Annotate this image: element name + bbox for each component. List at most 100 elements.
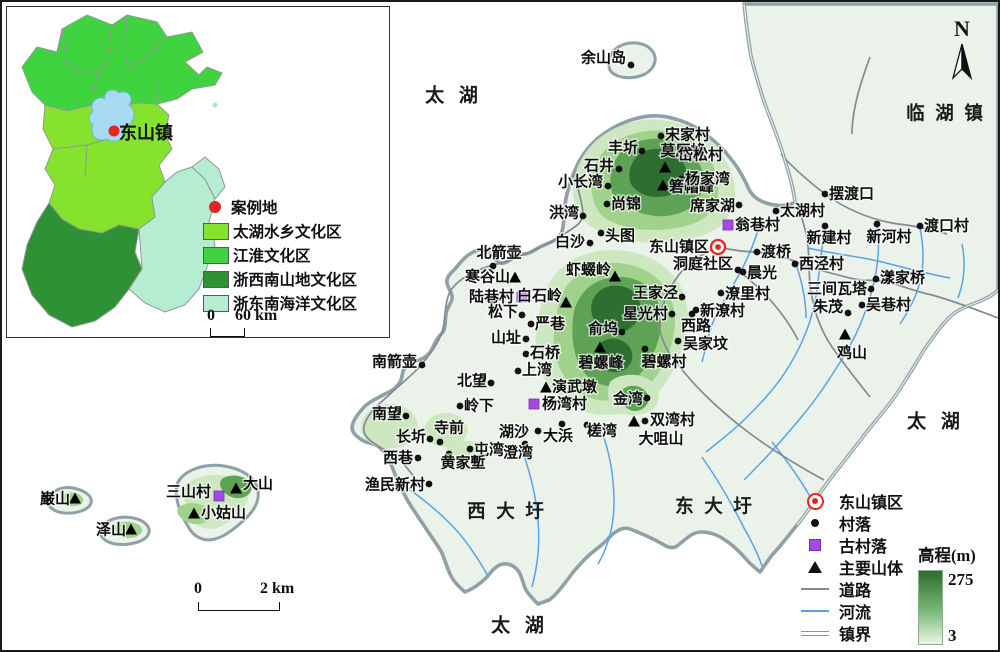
village-dot [678,293,686,301]
village-dot [436,438,444,446]
place-label: 北箭壶 [476,243,521,261]
place-label: 陆巷村 [469,287,514,305]
region-label: 太湖水乡文化区 [233,224,342,241]
village-dot [521,440,529,448]
place-label: 丰圻 [608,138,638,156]
mountain-triangle [594,341,606,353]
village-dot [466,445,474,453]
place-label: 松下 [488,302,518,320]
place-label: 大山 [243,474,273,492]
place-label: 金湾 [612,389,643,407]
legend-row-village: 村落 [800,512,930,534]
village-dot [489,262,497,270]
place-label: 新建村 [806,228,851,246]
region-label: 浙西南山地文化区 [233,272,358,289]
road-line-icon [801,588,829,590]
mountain-triangle [509,271,521,283]
place-label: 星光村 [623,304,668,322]
place-label: 严巷 [534,314,566,332]
place-label: 头图 [605,227,635,244]
inset-legend-row: 浙西南山地文化区 [203,267,389,291]
island-yushan [607,41,657,80]
inset-legend-case-row: 案例地 [203,195,389,219]
region-label: 浙东南海洋文化区 [233,296,358,313]
elevation-ramp [918,570,943,645]
place-label: 箬帽峰 [669,177,715,195]
region-swatch-icon [203,270,229,288]
legend-row-river: 河流 [800,600,930,622]
water-label: 太 湖 [425,83,483,106]
mountain-triangle [69,492,81,504]
case-site-icon [209,201,221,213]
inset-legend-row: 太湖水乡文化区 [203,219,389,243]
legend-row-road: 道路 [800,578,930,600]
scale-zero: 0 [194,580,202,597]
place-label: 翁巷村 [735,215,780,233]
village-dot [677,175,685,183]
place-label: 摆渡口 [829,184,874,202]
inset-scale-zero: 0 [207,307,215,324]
village-dot [821,190,829,198]
case-site-label: 案例地 [231,200,278,217]
place-label: 演武墩 [552,377,598,395]
river-line-icon [801,610,829,612]
roads-layer [363,56,998,483]
village-dot [867,285,875,293]
place-label: 东山镇区 [649,237,709,255]
place-label: 双湾村 [650,410,695,428]
inset-scale-value: 60 km [235,307,278,324]
village-dot [603,200,611,208]
place-label: 朱茂 [813,297,843,315]
place-label: 虾蝃岭 [566,260,611,278]
place-label: 宋家村 [664,125,710,143]
village-dot [597,229,605,237]
place-label: 南望 [372,404,402,422]
place-label: 北望 [457,371,487,389]
ancient-village-icon [809,539,821,551]
place-label: 杨家湾 [685,169,730,187]
region-swatch-icon [203,222,229,240]
place-label: 碧螺峰 [577,353,624,371]
legend-label: 道路 [839,583,872,600]
village-dot [753,248,761,256]
points-layer [69,61,924,535]
place-label: 太湖村 [780,201,825,219]
place-label: 漾家桥 [880,268,926,286]
village-dot [844,309,852,317]
mountain-triangle [628,415,640,427]
village-dot [558,420,566,428]
inset-legend-row: 浙东南海洋文化区 [203,291,389,315]
water-label: 太 湖 [491,613,549,636]
place-label: 上湾 [522,360,552,378]
village-dot [873,220,881,228]
village-dot [522,350,530,358]
village-dot [821,222,829,230]
place-label: 西巷 [383,448,414,466]
place-label: 寒谷山 [465,267,510,285]
village-dot [425,480,433,488]
legend-label: 镇界 [839,627,872,644]
place-label: 席家湖 [690,196,735,214]
legend-label: 古村落 [839,539,888,556]
inset-scale-bar [210,328,245,337]
village-dot [456,402,464,410]
north-label: N [954,16,970,41]
area-label: 西 大 圩 [467,500,547,522]
village-dot [643,394,651,402]
village-dot [583,421,591,429]
mountain-triangle [657,179,669,191]
place-label: 巌山 [40,489,70,507]
village-dot [739,268,747,276]
village-dot [604,182,612,190]
place-label: 莫厘峰 [660,141,706,159]
water-label: 太 湖 [907,409,965,432]
scale-bar [198,602,280,611]
place-label: 湖沙 [499,423,529,440]
village-dot [638,147,646,155]
place-label: 渔民新村 [365,475,425,493]
place-label: 余山岛 [580,48,626,66]
village-dot [579,212,587,220]
ancient-village-square [722,219,734,231]
elevation-legend: 高程(m) 275 3 [918,542,996,646]
